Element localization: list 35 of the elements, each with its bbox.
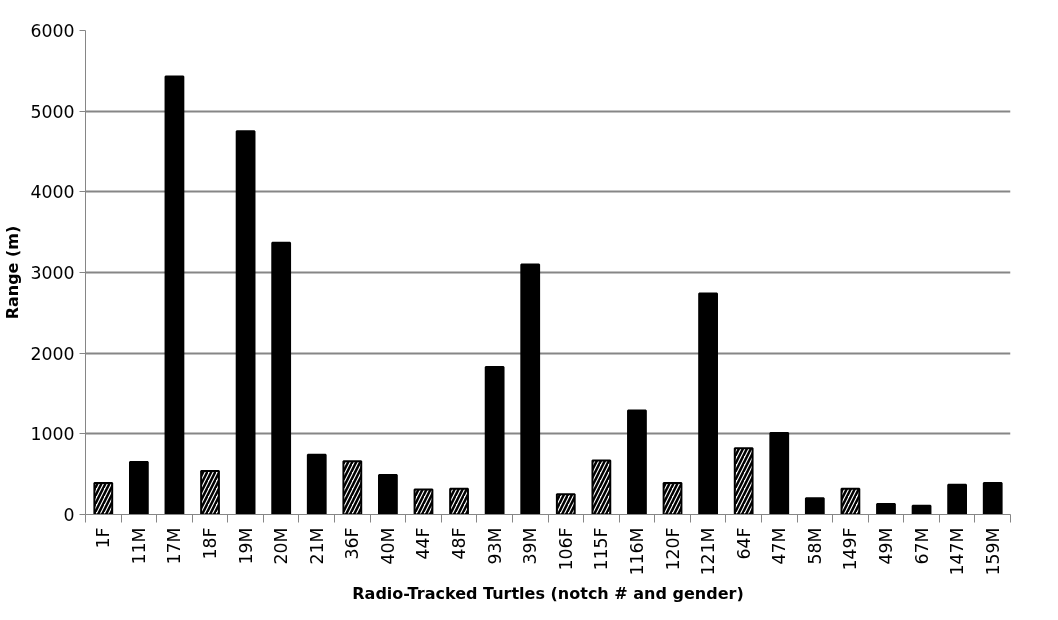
x-tick-label: 1F xyxy=(93,527,114,549)
x-tick-label: 47M xyxy=(769,527,790,565)
x-tick-label: 17M xyxy=(164,527,185,565)
x-tick-label: 147M xyxy=(947,527,968,576)
x-tick-label: 48F xyxy=(449,527,470,560)
x-tick-label: 121M xyxy=(698,527,719,576)
y-tick-label: 1000 xyxy=(30,424,75,445)
x-tick-label: 120F xyxy=(662,527,683,571)
x-tick-label: 149F xyxy=(840,527,861,571)
x-tick-label: 36F xyxy=(342,527,363,560)
x-tick-label: 40M xyxy=(377,527,398,565)
x-tick-label: 18F xyxy=(200,527,221,560)
x-tick-label: 39M xyxy=(520,527,541,565)
y-tick-label: 4000 xyxy=(30,182,75,203)
x-tick-label: 11M xyxy=(128,527,149,565)
x-tick-label: 115F xyxy=(591,527,612,571)
x-tick-label: 67M xyxy=(911,527,932,565)
x-tick-label: 116M xyxy=(626,527,647,576)
x-tick-label: 159M xyxy=(982,527,1003,576)
x-tick-label: 49M xyxy=(875,527,896,565)
y-tick-label: 0 xyxy=(63,505,75,525)
x-tick-label: 21M xyxy=(306,527,327,565)
y-tick-label: 2000 xyxy=(30,343,75,364)
x-tick-label: 20M xyxy=(271,527,292,565)
y-tick-label: 3000 xyxy=(30,263,75,283)
x-tick-label: 44F xyxy=(413,527,434,560)
x-tick-label: 64F xyxy=(733,527,754,560)
y-tick-label: 5000 xyxy=(30,101,75,122)
y-axis-title: Range (m) xyxy=(3,225,23,320)
x-tick-label: 106F xyxy=(555,527,576,571)
y-tick-label: 6000 xyxy=(30,21,75,41)
x-tick-label: 58M xyxy=(804,527,825,565)
x-axis-title: Radio-Tracked Turtles (notch # and gender) xyxy=(352,583,744,603)
x-tick-label: 93M xyxy=(484,527,505,565)
x-tick-label: 19M xyxy=(235,527,256,565)
